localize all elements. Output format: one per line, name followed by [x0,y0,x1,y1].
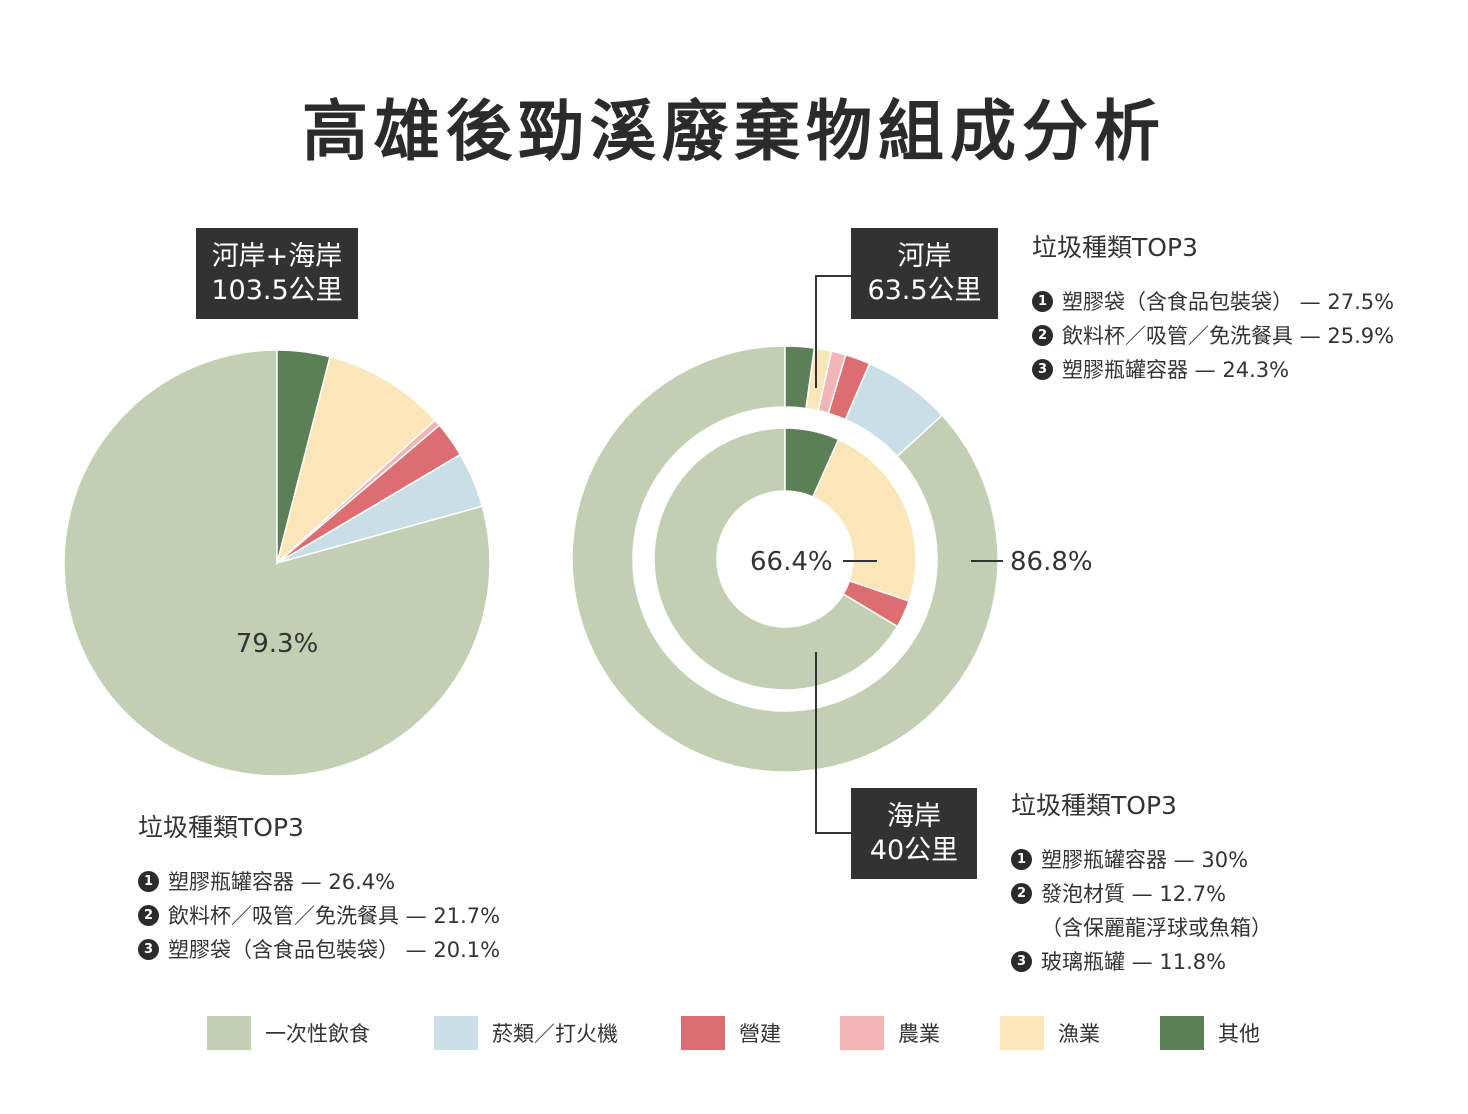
river-top3-heading: 垃圾種類TOP3 [1032,233,1198,262]
combined-box-line2: 103.5公里 [211,274,343,306]
item-text: 塑膠瓶罐容器 — 26.4% [168,870,396,894]
pie-center-label: 79.3% [236,629,319,659]
number-badge: 3 [1032,358,1053,380]
legend-swatch [681,1016,725,1050]
coast-distance-box: 海岸 40公里 [851,788,977,879]
item-text: 塑膠瓶罐容器 — 24.3% [1062,358,1290,382]
legend-item: 一次性飲食 [207,1015,370,1051]
inner-ring-label: 66.4% [750,547,833,577]
legend-item: 其他 [1160,1015,1260,1051]
river-box-line1: 河岸 [897,240,952,272]
legend-label: 菸類／打火機 [492,1022,618,1046]
legend-item: 營建 [681,1015,781,1051]
legend-swatch [207,1016,251,1050]
combined-pie-slice-1 [63,349,491,777]
river-top3: 垃圾種類TOP3 1 塑膠袋（含食品包裝袋） — 27.5% 2 飲料杯／吸管／… [1032,228,1394,386]
river-connector-line [815,275,851,388]
river-box-line2: 63.5公里 [867,274,982,306]
list-item: 1 塑膠瓶罐容器 — 26.4% [138,864,500,898]
item-text: 塑膠袋（含食品包裝袋） — 27.5% [1062,290,1395,314]
list-item: 1 塑膠瓶罐容器 — 30% [1011,842,1272,876]
coast-box-line2: 40公里 [869,834,959,866]
river-ring-slice-1 [571,345,999,773]
item-text: 玻璃瓶罐 — 11.8% [1041,950,1227,974]
combined-distance-box: 河岸+海岸 103.5公里 [196,228,358,319]
coast-ring-slice-6 [784,427,840,498]
pie-chart-combined [63,349,491,777]
legend-label: 漁業 [1058,1022,1100,1046]
legend-label: 其他 [1218,1022,1260,1046]
coast-box-line1: 海岸 [887,800,941,832]
legend: 一次性飲食 菸類／打火機 營建 農業 漁業 其他 [207,1015,1307,1051]
list-item: 2 飲料杯／吸管／免洗餐具 — 25.9% [1032,318,1394,352]
list-item: 1 塑膠袋（含食品包裝袋） — 27.5% [1032,284,1394,318]
number-badge: 2 [1011,882,1032,904]
coast-top3: 垃圾種類TOP3 1 塑膠瓶罐容器 — 30% 2 發泡材質 — 12.7% （… [1011,786,1272,978]
number-badge: 1 [1011,848,1032,870]
item-text: 飲料杯／吸管／免洗餐具 — 25.9% [1062,324,1395,348]
legend-swatch [1000,1016,1044,1050]
item-text: 塑膠瓶罐容器 — 30% [1041,848,1249,872]
donut-chart-coast [653,427,917,691]
legend-label: 一次性飲食 [265,1022,370,1046]
item-text: 塑膠袋（含食品包裝袋） — 20.1% [168,938,501,962]
combined-pie-slice-5 [275,355,437,566]
river-ring-slice-6 [784,345,816,410]
donut-chart-river [571,345,999,773]
list-item: 2 飲料杯／吸管／免洗餐具 — 21.7% [138,898,500,932]
list-item: 2 發泡材質 — 12.7% [1011,876,1272,910]
number-badge: 3 [138,938,159,960]
combined-pie-slice-6 [276,349,331,564]
item-text: 飲料杯／吸管／免洗餐具 — 21.7% [168,904,501,928]
item-text: 發泡材質 — 12.7% [1041,882,1227,906]
legend-item: 菸類／打火機 [434,1015,618,1051]
coast-ring-slice-1 [653,427,899,691]
legend-swatch [434,1016,478,1050]
combined-top3-heading: 垃圾種類TOP3 [138,813,304,842]
coast-connector-line [815,652,851,834]
legend-swatch [840,1016,884,1050]
combined-top3: 垃圾種類TOP3 1 塑膠瓶罐容器 — 26.4% 2 飲料杯／吸管／免洗餐具 … [138,808,500,966]
number-badge: 1 [138,870,159,892]
item-subtext: （含保麗龍浮球或魚箱） [1041,916,1272,940]
coast-top3-heading: 垃圾種類TOP3 [1011,791,1177,820]
page-title: 高雄後勁溪廢棄物組成分析 [302,93,1166,170]
number-badge: 3 [1011,950,1032,972]
number-badge: 2 [138,904,159,926]
coast-ring-slice-5 [811,438,917,602]
outer-ring-label: 86.8% [1010,547,1093,577]
list-item: 3 塑膠瓶罐容器 — 24.3% [1032,352,1394,386]
list-item: 3 玻璃瓶罐 — 11.8% [1011,944,1272,978]
legend-label: 營建 [739,1022,781,1046]
list-item: 3 塑膠袋（含食品包裝袋） — 20.1% [138,932,500,966]
legend-label: 農業 [898,1022,940,1046]
combined-box-line1: 河岸+海岸 [211,240,343,272]
number-badge: 1 [1032,290,1053,312]
legend-swatch [1160,1016,1204,1050]
legend-item: 漁業 [1000,1015,1100,1051]
river-distance-box: 河岸 63.5公里 [851,228,998,319]
number-badge: 2 [1032,324,1053,346]
legend-item: 農業 [840,1015,940,1051]
